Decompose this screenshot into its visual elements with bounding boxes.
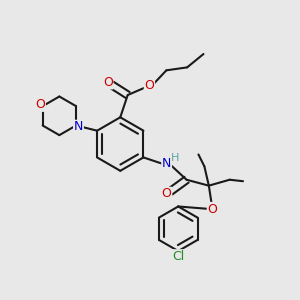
Text: O: O	[208, 202, 217, 216]
Text: Cl: Cl	[172, 250, 184, 263]
Text: O: O	[35, 98, 45, 111]
Text: N: N	[162, 158, 171, 170]
Text: O: O	[103, 76, 113, 89]
Text: O: O	[162, 188, 172, 200]
Text: H: H	[171, 153, 179, 163]
Text: O: O	[145, 79, 154, 92]
Text: N: N	[74, 121, 83, 134]
